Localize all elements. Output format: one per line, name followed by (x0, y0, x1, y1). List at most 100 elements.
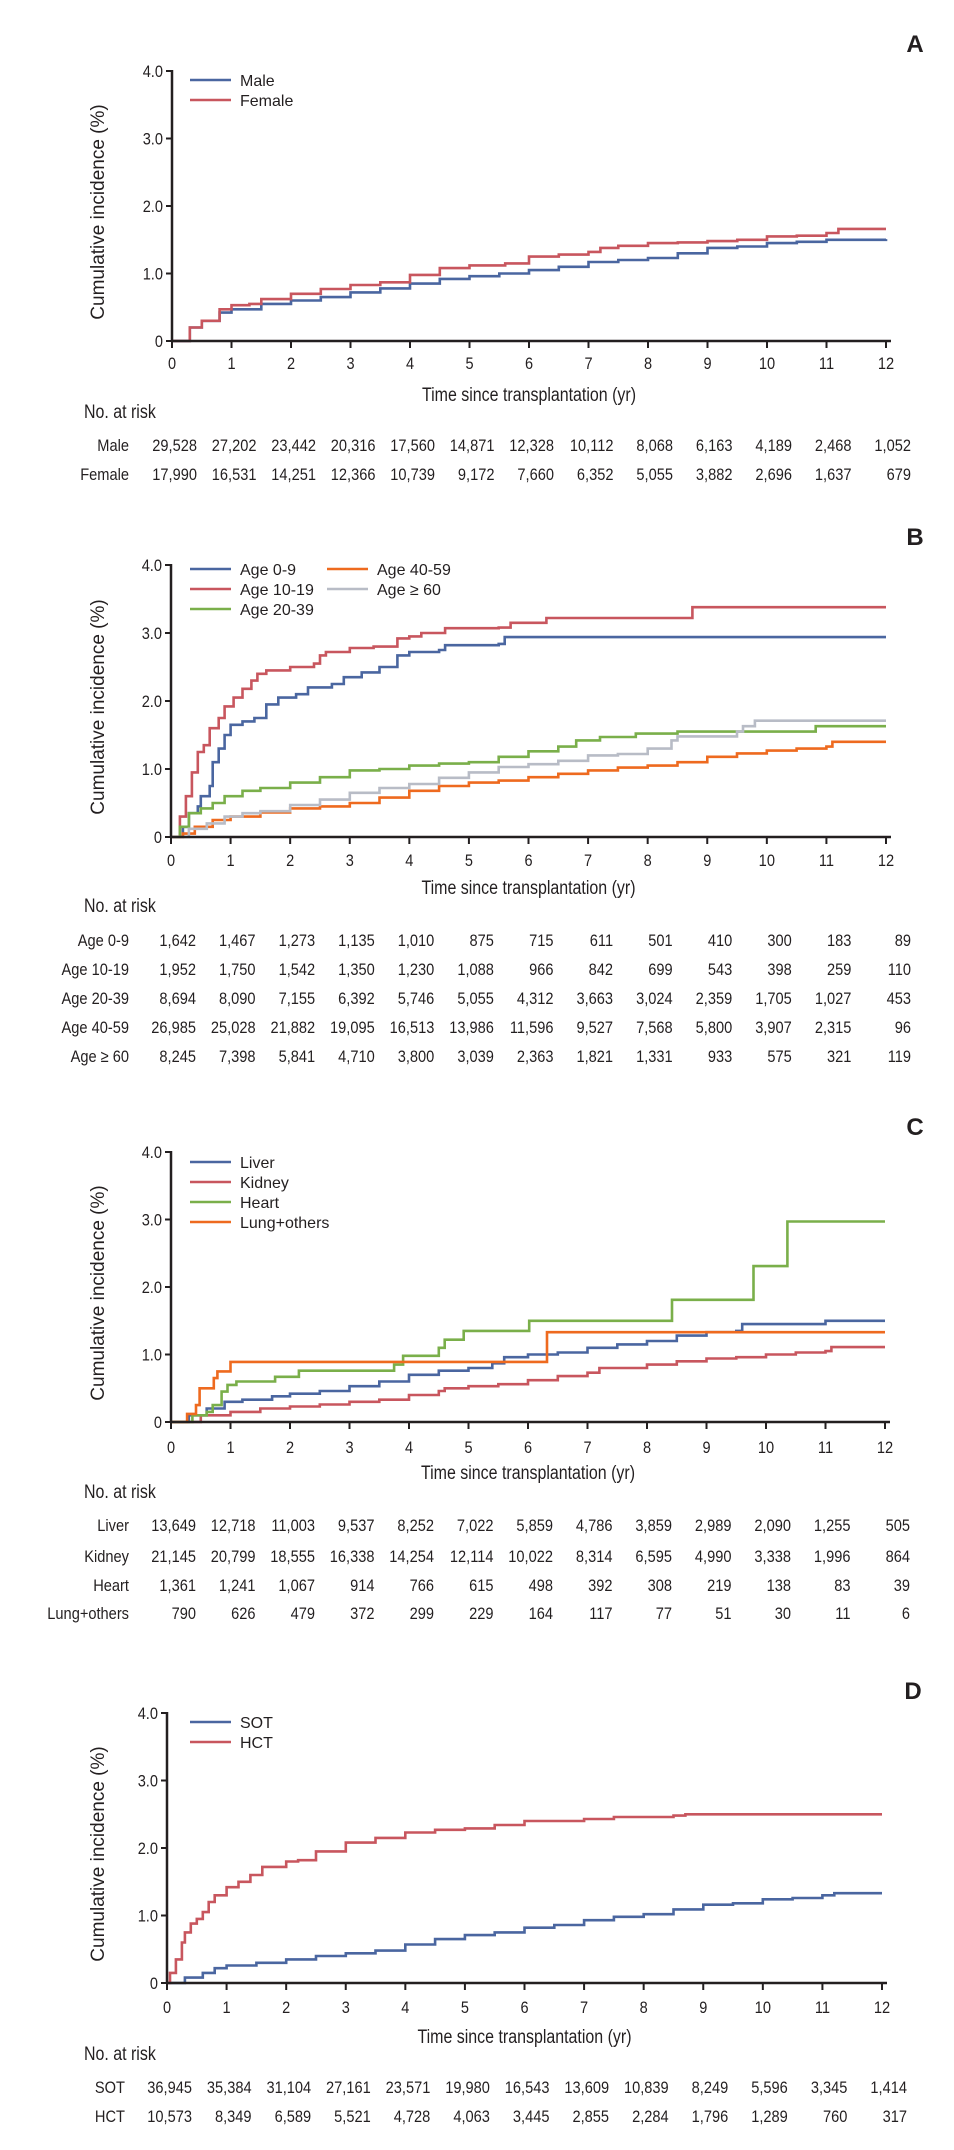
x-tick-label: 0 (168, 354, 176, 373)
risk-table-row: SOT 36,945 35,384 31,104 27,161 23,571 19,980 1… (95, 2078, 907, 2097)
legend-item: Kidney (190, 1175, 289, 1192)
risk-value: 679 (887, 465, 911, 484)
risk-value: 392 (588, 1576, 612, 1595)
risk-value: 1,750 (219, 960, 256, 979)
x-tick-label: 4 (401, 1998, 409, 2017)
risk-table-row: Age ≥ 60 8,245 7,398 5,841 4,710 3,800 3,039 2,… (71, 1047, 911, 1066)
risk-value: 1,088 (457, 960, 494, 979)
risk-value: 9,172 (458, 465, 495, 484)
risk-value: 2,315 (815, 1018, 852, 1037)
risk-value: 12,718 (211, 1516, 256, 1535)
risk-value: 8,249 (692, 2078, 729, 2097)
x-tick-label: 2 (286, 851, 294, 870)
risk-value: 26,985 (151, 1018, 196, 1037)
risk-value: 372 (350, 1604, 374, 1623)
x-tick-label: 10 (759, 354, 775, 373)
risk-value: 10,112 (570, 436, 614, 455)
series-line-female (172, 227, 886, 343)
risk-value: 715 (529, 931, 553, 950)
x-tick-label: 8 (643, 1438, 651, 1457)
x-tick-label: 7 (584, 354, 592, 373)
risk-row-label: Liver (97, 1516, 129, 1535)
risk-value: 2,359 (696, 989, 733, 1008)
risk-value: 164 (529, 1604, 553, 1623)
risk-value: 23,442 (271, 436, 316, 455)
legend: SOT HCT (190, 1715, 273, 1752)
risk-value: 8,245 (159, 1047, 196, 1066)
risk-table-row: Male 29,528 27,202 23,442 20,316 17,560 14,871… (97, 436, 911, 455)
legend-label: HCT (240, 1735, 273, 1752)
risk-table-row: Lung+others 790 626 479 372 299 229 164 117 77 51 3… (47, 1604, 910, 1623)
risk-value: 30 (775, 1604, 791, 1623)
risk-value: 3,663 (576, 989, 613, 1008)
risk-value: 18,555 (270, 1547, 315, 1566)
risk-value: 4,710 (338, 1047, 375, 1066)
risk-value: 4,990 (695, 1547, 732, 1566)
x-tick-label: 6 (524, 851, 532, 870)
risk-value: 3,859 (635, 1516, 672, 1535)
risk-value: 8,252 (397, 1516, 434, 1535)
x-tick-label: 2 (282, 1998, 290, 2017)
risk-value: 10,022 (508, 1547, 553, 1566)
risk-value: 321 (827, 1047, 851, 1066)
y-tick-label: 1.0 (142, 760, 162, 779)
risk-value: 8,349 (215, 2107, 252, 2126)
risk-value: 1,996 (814, 1547, 851, 1566)
y-tick-label: 0 (154, 828, 162, 847)
risk-value: 2,090 (754, 1516, 791, 1535)
risk-value: 308 (648, 1576, 672, 1595)
risk-value: 864 (886, 1547, 910, 1566)
risk-value: 1,637 (815, 465, 852, 484)
x-tick-label: 12 (874, 1998, 890, 2017)
panel-a: A Cumulative incidence (%) 0 1.0 2.0 3.0 4.0 0 1… (80, 31, 923, 484)
x-tick-label: 7 (580, 1998, 588, 2017)
risk-value: 1,241 (219, 1576, 256, 1595)
x-tick-label: 11 (819, 354, 834, 373)
risk-value: 1,467 (219, 931, 256, 950)
risk-value: 20,316 (331, 436, 376, 455)
y-tick-label: 4.0 (142, 556, 162, 575)
x-tick-label: 2 (287, 354, 295, 373)
risk-value: 1,027 (815, 989, 852, 1008)
risk-row-label: Heart (93, 1576, 129, 1595)
x-tick-label: 4 (405, 851, 413, 870)
risk-value: 300 (767, 931, 791, 950)
risk-value: 1,255 (814, 1516, 851, 1535)
risk-value: 27,202 (212, 436, 257, 455)
panel-b: B Cumulative incidence (%) 0 1.0 2.0 3.0 4.0 0 1… (62, 524, 924, 1066)
risk-value: 11,596 (510, 1018, 554, 1037)
risk-value: 1,361 (159, 1576, 196, 1595)
risk-table-row: Age 0-9 1,642 1,467 1,273 1,135 1,010 875 715 61… (78, 931, 911, 950)
x-tick-label: 1 (227, 354, 235, 373)
y-tick-label: 0 (155, 332, 163, 351)
legend: Liver Kidney Heart Lung+others (190, 1155, 329, 1232)
risk-value: 25,028 (211, 1018, 256, 1037)
x-tick-label: 12 (877, 1438, 893, 1457)
legend-item: Age ≥ 60 (327, 582, 441, 599)
risk-table-row: Age 20-39 8,694 8,090 7,155 6,392 5,746 5,055 4… (62, 989, 912, 1008)
risk-value: 138 (767, 1576, 791, 1595)
risk-value: 39 (894, 1576, 910, 1595)
risk-value: 611 (590, 931, 613, 950)
panel-letter: B (906, 524, 923, 551)
y-tick-label: 3.0 (138, 1772, 158, 1791)
risk-value: 89 (895, 931, 911, 950)
risk-value: 453 (887, 989, 911, 1008)
risk-value: 36,945 (147, 2078, 192, 2097)
risk-value: 2,468 (815, 436, 852, 455)
risk-value: 8,068 (636, 436, 673, 455)
risk-value: 1,542 (279, 960, 316, 979)
risk-value: 16,338 (330, 1547, 375, 1566)
risk-value: 914 (350, 1576, 374, 1595)
risk-value: 27,161 (326, 2078, 371, 2097)
x-tick-label: 1 (223, 1998, 231, 2017)
risk-value: 7,660 (517, 465, 554, 484)
legend-item: Age 10-19 (190, 582, 314, 599)
risk-table-title: No. at risk (84, 402, 156, 423)
series-line-kidney (171, 1345, 885, 1424)
risk-value: 3,345 (811, 2078, 848, 2097)
panel-d: D Cumulative incidence (%) 0 1.0 2.0 3.0 4.0 0 1… (84, 1678, 922, 2126)
risk-value: 8,090 (219, 989, 256, 1008)
risk-value: 14,254 (389, 1547, 434, 1566)
legend-label: SOT (240, 1715, 273, 1732)
